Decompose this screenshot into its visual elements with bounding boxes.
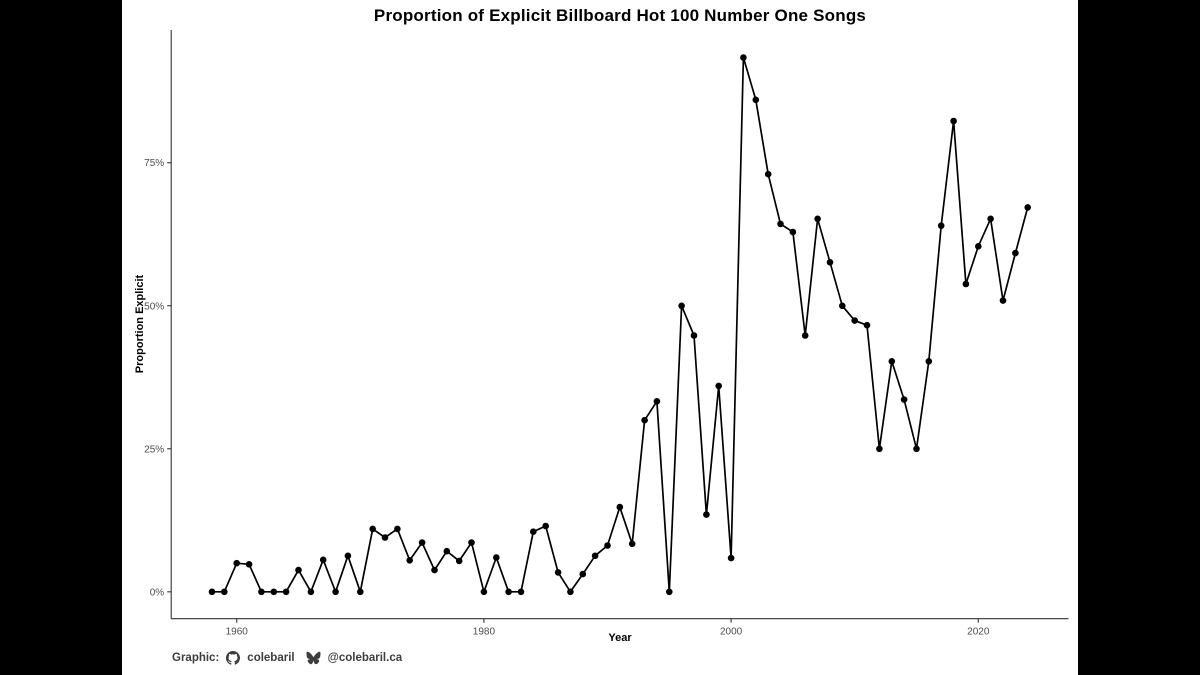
data-point (517, 588, 525, 596)
data-point (394, 525, 401, 533)
data-point (579, 570, 587, 578)
data-point (839, 302, 846, 310)
data-point (937, 222, 945, 229)
data-point (319, 556, 327, 564)
data-point (332, 588, 339, 596)
data-point (999, 297, 1007, 304)
data-point (258, 588, 265, 596)
data-point (1024, 204, 1031, 211)
data-point (493, 554, 500, 561)
data-point (208, 588, 216, 596)
data-point (913, 445, 920, 453)
data-point (764, 170, 772, 178)
data-point (975, 243, 982, 250)
data-point (703, 511, 710, 518)
data-point (369, 525, 376, 533)
data-point (715, 382, 722, 390)
data-point (604, 542, 611, 549)
data-point (381, 534, 389, 541)
data-point (542, 522, 549, 530)
x-tick-label: 2020 (967, 627, 990, 638)
data-point (282, 588, 290, 596)
data-point (814, 215, 821, 223)
data-point (554, 569, 562, 576)
data-point (777, 220, 784, 228)
data-point (591, 552, 599, 560)
series-line (212, 56, 1029, 593)
data-point (950, 117, 957, 125)
data-point (468, 539, 475, 546)
data-point (740, 54, 747, 61)
caption: Graphic: colebaril @colebaril.ca (172, 649, 402, 667)
data-point (443, 547, 451, 555)
data-point (505, 588, 512, 596)
data-point (406, 557, 414, 564)
data-point (480, 588, 488, 596)
data-point (307, 588, 315, 596)
data-point (752, 96, 760, 104)
caption-prefix: Graphic: (172, 652, 220, 664)
data-point (357, 588, 364, 596)
data-point (727, 554, 735, 562)
data-point (863, 321, 871, 329)
data-point (888, 358, 896, 365)
github-icon (226, 651, 241, 665)
x-tick-label: 2000 (720, 627, 743, 638)
data-point (530, 528, 537, 535)
data-point (666, 588, 673, 596)
data-point (789, 228, 797, 236)
data-point (233, 559, 240, 567)
bluesky-handle: @colebaril.ca (327, 652, 403, 664)
data-point (431, 566, 438, 574)
data-point (295, 566, 302, 574)
y-tick-label: 75% (144, 158, 164, 169)
x-axis-title: Year (608, 632, 632, 644)
y-axis-title: Proportion Explicit (134, 274, 146, 374)
data-point (628, 540, 636, 548)
plot-area: 0% 25% 50% 75% 1960 1980 2000 2020 (144, 30, 1069, 638)
data-point (270, 588, 278, 596)
chart-title: Proportion of Explicit Billboard Hot 100… (373, 6, 867, 25)
y-tick-label: 50% (144, 301, 164, 312)
chart-canvas: Proportion of Explicit Billboard Hot 100… (122, 0, 1078, 675)
data-point (1012, 249, 1019, 257)
data-point (876, 445, 883, 453)
data-point (826, 259, 834, 266)
data-point (344, 552, 352, 560)
x-tick-label: 1980 (473, 627, 496, 638)
data-point (221, 588, 228, 596)
bluesky-butterfly-icon (306, 651, 321, 665)
data-point (616, 503, 624, 511)
data-point (567, 588, 574, 596)
data-point (987, 215, 994, 223)
data-point (900, 396, 908, 403)
data-point (245, 561, 253, 568)
github-handle: colebaril (247, 652, 295, 664)
y-tick-label: 25% (144, 444, 164, 455)
data-point (925, 358, 933, 365)
x-tick-label: 1960 (226, 627, 249, 638)
data-point (851, 317, 858, 324)
data-point (418, 539, 426, 546)
data-point (678, 302, 685, 310)
data-point (801, 332, 809, 339)
data-point (641, 416, 648, 424)
data-point (455, 557, 463, 565)
data-point (690, 332, 698, 339)
y-tick-label: 0% (150, 587, 165, 598)
data-point (962, 280, 970, 288)
data-point (653, 398, 661, 405)
